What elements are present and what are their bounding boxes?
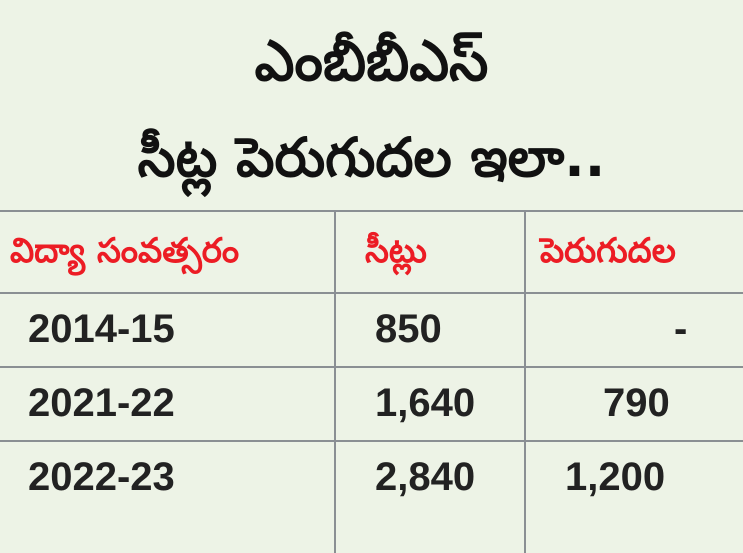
seats-table: విద్యా సంవత్సరం సీట్లు పెరుగుదల 2014-15 … (0, 210, 743, 553)
header-divider (0, 292, 743, 294)
row-2-increase: 790 (603, 381, 670, 425)
row-2-year: 2021-22 (28, 381, 175, 425)
row-3-increase: 1,200 (565, 455, 666, 499)
row-2-seats: 1,640 (375, 381, 476, 425)
column-divider (524, 210, 526, 553)
header-seats: సీట్లు (365, 231, 427, 271)
column-divider (334, 210, 336, 553)
header-increase: పెరుగుదల (540, 231, 676, 271)
title-line-1: ఎంబీబీఎస్ (254, 29, 489, 94)
row-1-increase: - (674, 307, 688, 351)
row-divider (0, 440, 743, 442)
row-divider (0, 366, 743, 368)
row-1-seats: 850 (375, 307, 442, 351)
header-academic-year: విద్యా సంవత్సరం (10, 231, 240, 271)
row-3-year: 2022-23 (28, 455, 175, 499)
title-line-2: సీట్ల పెరుగుదల ఇలా.. (137, 126, 606, 189)
row-1-year: 2014-15 (28, 307, 175, 351)
row-3-seats: 2,840 (375, 455, 476, 499)
table-top-border (0, 210, 743, 212)
